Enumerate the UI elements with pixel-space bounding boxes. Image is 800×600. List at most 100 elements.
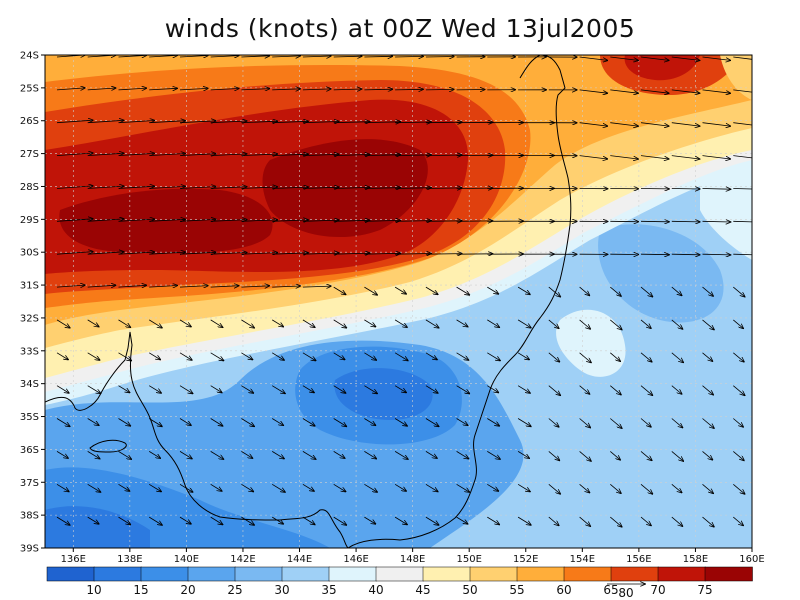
lon-tick-label: 150E <box>456 554 481 565</box>
wind-arrow <box>302 483 314 491</box>
wind-arrow <box>179 418 191 426</box>
wind-arrow <box>364 418 375 426</box>
wind-arrow <box>702 56 731 60</box>
colorbar-label: 30 <box>274 583 289 597</box>
wind-region-25-30 <box>598 224 724 323</box>
wind-arrow <box>333 155 370 156</box>
wind-arrow <box>333 56 362 57</box>
wind-arrow <box>487 451 500 459</box>
wind-arrow <box>118 451 132 459</box>
wind-arrow <box>56 252 93 255</box>
wind-arrow <box>395 221 431 222</box>
wind-arrow <box>241 319 254 328</box>
wind-arrow <box>241 483 253 491</box>
wind-region-55-60 <box>720 55 752 100</box>
wind-arrow <box>148 451 160 458</box>
wind-arrow <box>302 516 315 524</box>
wind-arrow <box>394 352 408 361</box>
wind-arrow <box>548 319 559 328</box>
wind-arrow <box>394 516 407 524</box>
wind-arrow <box>425 57 454 58</box>
wind-arrow <box>517 483 530 491</box>
wind-arrow <box>733 122 752 126</box>
lat-lon-grid <box>45 55 752 548</box>
colorbar-label: 55 <box>509 583 524 597</box>
wind-arrow <box>56 88 85 90</box>
wind-arrow <box>579 56 608 60</box>
wind-arrow <box>179 516 191 524</box>
colorbar-swatch <box>516 566 565 582</box>
wind-arrow <box>733 220 752 223</box>
wind-arrow <box>610 352 620 361</box>
plot-frame <box>44 54 753 549</box>
wind-arrow <box>394 385 406 393</box>
wind-arrow <box>517 516 531 525</box>
wind-arrow <box>56 516 70 525</box>
wind-arrow <box>87 516 99 524</box>
wind-arrow <box>640 254 669 255</box>
wind-arrow <box>333 122 370 123</box>
wind-arrow <box>456 286 470 295</box>
wind-arrow <box>579 122 608 126</box>
wind-arrow <box>456 451 469 458</box>
wind-arrow <box>579 319 591 329</box>
wind-arrow <box>210 352 224 361</box>
wind-arrow <box>87 120 124 124</box>
colorbar-swatch <box>46 566 95 582</box>
wind-arrow <box>271 352 284 360</box>
lat-tick-label: 24S <box>20 51 39 62</box>
wind-arrow <box>364 286 377 295</box>
wind-arrow <box>610 385 621 395</box>
wind-arrow <box>56 418 70 427</box>
wind-arrow <box>118 121 155 123</box>
wind-arrow <box>333 483 346 491</box>
wind-arrow <box>333 385 346 393</box>
wind-arrow <box>671 89 700 93</box>
wind-arrow <box>87 385 101 394</box>
wind-arrow <box>56 483 69 491</box>
lat-tick-label: 31S <box>20 281 39 292</box>
wind-region-10-15 <box>334 368 433 420</box>
wind-arrow <box>210 319 223 327</box>
wind-arrow <box>640 221 669 222</box>
wind-arrow <box>118 285 147 287</box>
lat-tick-label: 27S <box>20 149 39 160</box>
wind-arrow <box>425 483 438 491</box>
wind-arrow <box>118 186 155 188</box>
wind-arrow <box>56 385 69 393</box>
wind-arrow <box>671 319 683 329</box>
wind-arrow <box>610 56 638 60</box>
wind-arrow <box>579 352 591 363</box>
wind-arrow <box>610 155 638 159</box>
wind-arrow <box>579 483 590 492</box>
wind-arrow <box>87 153 124 156</box>
coastline <box>347 55 572 548</box>
wind-arrow <box>210 253 247 255</box>
wind-arrow <box>425 319 439 328</box>
wind-arrow <box>56 120 93 124</box>
wind-arrow <box>149 252 185 254</box>
wind-arrow <box>425 155 462 156</box>
wind-arrow <box>241 89 269 90</box>
wind-arrow <box>733 385 744 396</box>
wind-arrow <box>272 56 300 57</box>
wind-arrow <box>179 319 191 327</box>
wind-arrow <box>333 253 370 254</box>
lat-tick-label: 30S <box>20 248 39 259</box>
wind-arrow <box>702 155 731 159</box>
wind-arrow <box>56 352 68 360</box>
wind-arrow <box>456 352 469 360</box>
wind-arrow <box>702 221 731 222</box>
wind-region-35-40 <box>700 161 752 260</box>
wind-vectors <box>56 55 752 527</box>
wind-arrow <box>517 418 531 427</box>
wind-arrow <box>487 385 498 393</box>
wind-arrow <box>517 319 531 328</box>
wind-arrow <box>56 153 93 156</box>
wind-arrow <box>241 352 252 360</box>
lat-tick-label: 25S <box>20 83 39 94</box>
wind-arrow <box>456 319 468 327</box>
wind-arrow <box>733 516 743 525</box>
wind-arrow <box>87 483 101 492</box>
